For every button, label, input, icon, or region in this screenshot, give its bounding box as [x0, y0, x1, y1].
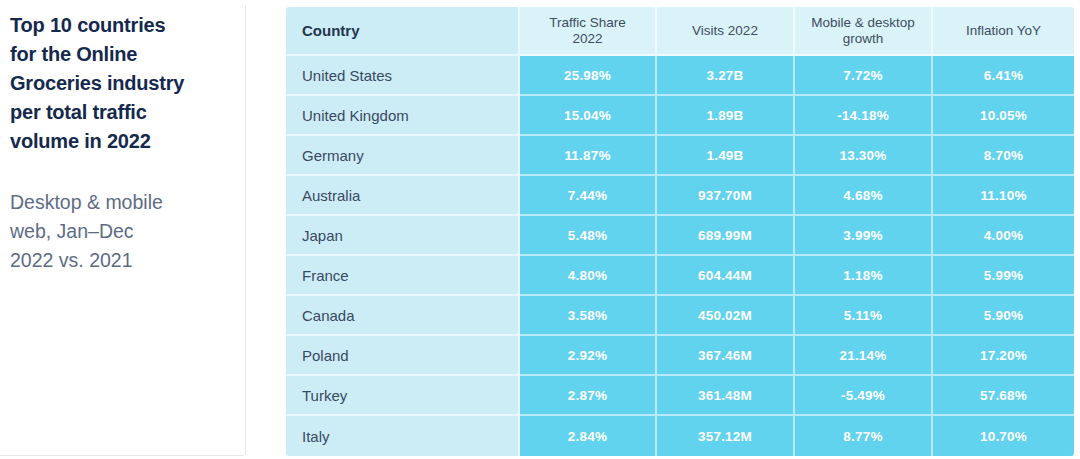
header-cell-inflation: Inflation YoY [933, 7, 1074, 56]
table-row: United Kingdom15.04%1.89B-14.18%10.05% [286, 96, 1074, 136]
inflation-cell: 11.10% [933, 176, 1074, 216]
growth-cell: 8.77% [795, 416, 933, 456]
inflation-cell: 4.00% [933, 216, 1074, 256]
visits-cell: 1.89B [657, 96, 795, 136]
traffic-share-cell: 15.04% [520, 96, 657, 136]
traffic-share-cell: 4.80% [520, 256, 657, 296]
country-cell: Poland [286, 336, 520, 376]
table-body: United States25.98%3.27B7.72%6.41%United… [286, 56, 1074, 456]
country-cell: Germany [286, 136, 520, 176]
page-title: Top 10 countries for the Online Grocerie… [10, 11, 238, 156]
header-cell-country: Country [286, 7, 520, 56]
traffic-share-cell: 2.92% [520, 336, 657, 376]
traffic-share-cell: 7.44% [520, 176, 657, 216]
visits-cell: 604.44M [657, 256, 795, 296]
table-row: France4.80%604.44M1.18%5.99% [286, 256, 1074, 296]
visits-cell: 367.46M [657, 336, 795, 376]
table-row: Italy2.84%357.12M8.77%10.70% [286, 416, 1074, 456]
header-cell-traffic-share: Traffic Share 2022 [520, 7, 657, 56]
growth-cell: -14.18% [795, 96, 933, 136]
inflation-cell: 57.68% [933, 376, 1074, 416]
growth-cell: -5.49% [795, 376, 933, 416]
visits-cell: 361.48M [657, 376, 795, 416]
bottom-left-divider [0, 455, 243, 456]
inflation-cell: 8.70% [933, 136, 1074, 176]
visits-cell: 450.02M [657, 296, 795, 336]
country-cell: Italy [286, 416, 520, 456]
vertical-divider [245, 5, 246, 455]
traffic-share-cell: 25.98% [520, 56, 657, 96]
page-subtitle: Desktop & mobile web, Jan–Dec 2022 vs. 2… [10, 188, 238, 275]
growth-cell: 1.18% [795, 256, 933, 296]
country-cell: United States [286, 56, 520, 96]
growth-cell: 3.99% [795, 216, 933, 256]
country-cell: Canada [286, 296, 520, 336]
country-cell: United Kingdom [286, 96, 520, 136]
country-cell: Japan [286, 216, 520, 256]
inflation-cell: 5.99% [933, 256, 1074, 296]
inflation-cell: 6.41% [933, 56, 1074, 96]
table-header: Country Traffic Share 2022 Visits 2022 M… [286, 7, 1074, 56]
country-cell: Turkey [286, 376, 520, 416]
country-cell: France [286, 256, 520, 296]
visits-cell: 689.99M [657, 216, 795, 256]
traffic-share-cell: 3.58% [520, 296, 657, 336]
visits-cell: 3.27B [657, 56, 795, 96]
header-cell-visits: Visits 2022 [657, 7, 795, 56]
growth-cell: 5.11% [795, 296, 933, 336]
inflation-cell: 10.05% [933, 96, 1074, 136]
table-row: United States25.98%3.27B7.72%6.41% [286, 56, 1074, 96]
left-panel: Top 10 countries for the Online Grocerie… [10, 11, 238, 275]
table-row: Turkey2.87%361.48M-5.49%57.68% [286, 376, 1074, 416]
data-table: Country Traffic Share 2022 Visits 2022 M… [286, 7, 1074, 456]
country-cell: Australia [286, 176, 520, 216]
table-row: Canada3.58%450.02M5.11%5.90% [286, 296, 1074, 336]
visits-cell: 937.70M [657, 176, 795, 216]
traffic-share-cell: 11.87% [520, 136, 657, 176]
page: { "theme": { "cell_bright": "#62d3ee", "… [0, 0, 1080, 459]
header-row: Country Traffic Share 2022 Visits 2022 M… [286, 7, 1074, 56]
table-row: Poland2.92%367.46M21.14%17.20% [286, 336, 1074, 376]
inflation-cell: 10.70% [933, 416, 1074, 456]
traffic-share-cell: 5.48% [520, 216, 657, 256]
growth-cell: 13.30% [795, 136, 933, 176]
growth-cell: 4.68% [795, 176, 933, 216]
visits-cell: 1.49B [657, 136, 795, 176]
table-row: Japan5.48%689.99M3.99%4.00% [286, 216, 1074, 256]
growth-cell: 21.14% [795, 336, 933, 376]
table-row: Australia7.44%937.70M4.68%11.10% [286, 176, 1074, 216]
header-cell-growth: Mobile & desktop growth [795, 7, 933, 56]
inflation-cell: 17.20% [933, 336, 1074, 376]
visits-cell: 357.12M [657, 416, 795, 456]
traffic-share-cell: 2.84% [520, 416, 657, 456]
growth-cell: 7.72% [795, 56, 933, 96]
table-row: Germany11.87%1.49B13.30%8.70% [286, 136, 1074, 176]
inflation-cell: 5.90% [933, 296, 1074, 336]
traffic-share-cell: 2.87% [520, 376, 657, 416]
